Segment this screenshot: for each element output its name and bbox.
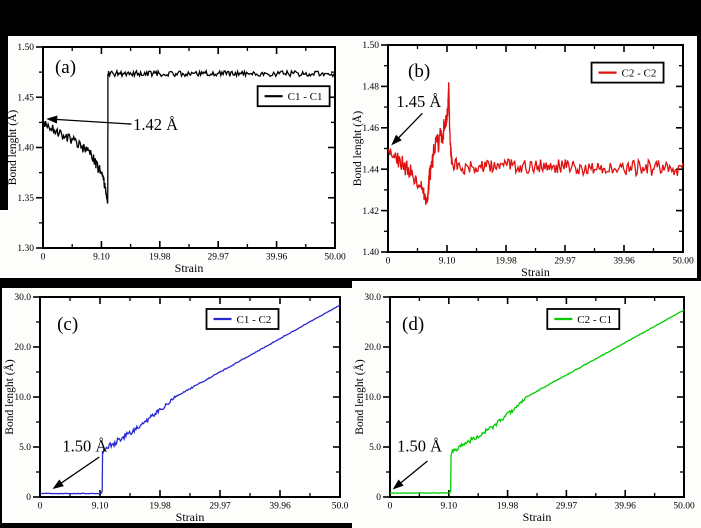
x-tick-label: 29.97	[208, 253, 230, 263]
legend-box	[256, 85, 331, 108]
y-tick-label: 1.48	[362, 83, 379, 93]
y-tick-label: 10.0	[14, 393, 31, 403]
x-tick-label: 19.98	[497, 502, 519, 512]
y-tick-label: 1.40	[362, 248, 379, 258]
x-tick-label: 29.97	[554, 257, 576, 267]
plot-frame	[389, 296, 685, 498]
x-tick-label: 39.96	[266, 253, 288, 263]
y-axis-label: Bond lenght (Å)	[8, 110, 19, 186]
x-tick-label: 39.96	[269, 502, 291, 512]
x-tick-label: 0	[38, 502, 43, 512]
legend-box	[546, 308, 621, 330]
y-tick-label: 20.0	[364, 343, 381, 353]
y-tick-label: 1.45	[17, 93, 34, 103]
legend-label: C1 - C1	[288, 91, 323, 103]
x-tick-label: 50.00	[672, 257, 694, 267]
y-tick-label: 5.0	[369, 443, 381, 453]
panel-d-chart: 0 9.10 19.98 29.97 39.96 50.00 0 5.0 10.0 20.0 30.…	[352, 293, 695, 524]
x-tick-label: 50.0	[332, 502, 349, 512]
y-tick-label: 0	[376, 493, 381, 503]
annotation-text: 1.45 Å	[396, 92, 441, 111]
y-tick-label: 10.0	[364, 393, 381, 403]
x-axis-label: Strain	[523, 510, 552, 524]
annotation-text: 1.50 Å	[62, 437, 107, 456]
y-tick-label: 30.0	[364, 293, 381, 303]
series-curve-C2-C1	[389, 309, 685, 494]
panel-c-chart: 0 9.10 19.98 29.97 39.96 50.0 0 5.0 10.0 20.0 30.0…	[2, 293, 349, 523]
panel-letter: (b)	[408, 61, 430, 82]
x-tick-label: 9.10	[93, 253, 110, 263]
x-tick-label: 50.00	[673, 502, 695, 512]
legend-label: C2 - C2	[622, 67, 657, 79]
y-tick-label: 1.46	[362, 124, 379, 134]
x-tick-label: 0	[41, 253, 46, 263]
page-white-top-left-sliver	[0, 210, 8, 278]
annotation-arrowhead	[52, 479, 64, 489]
y-tick-label: 1.44	[362, 165, 379, 175]
x-tick-label: 29.97	[556, 502, 578, 512]
x-tick-label: 9.10	[92, 502, 109, 512]
x-tick-label: 19.98	[495, 257, 517, 267]
series-curve-C1-C1	[42, 68, 336, 204]
x-axis-label: Strain	[176, 510, 205, 523]
y-tick-label: 1.50	[17, 43, 34, 53]
x-tick-label: 19.98	[149, 502, 171, 512]
legend-box	[205, 308, 280, 330]
x-tick-label: 19.98	[149, 253, 171, 263]
y-tick-label: 5.0	[19, 443, 31, 453]
series-curve-C2-C2	[387, 82, 684, 206]
x-tick-label: 39.96	[615, 502, 637, 512]
panel-letter: (c)	[57, 314, 78, 335]
legend-label: C2 - C1	[577, 314, 612, 326]
x-tick-label: 0	[386, 257, 391, 267]
legend-label: C1 - C2	[237, 314, 272, 326]
y-tick-label: 1.35	[17, 194, 34, 204]
y-tick-label: 20.0	[14, 343, 31, 353]
annotation-arrowhead	[46, 115, 58, 124]
x-tick-label: 50.00	[324, 253, 346, 263]
y-tick-label: 1.40	[17, 144, 34, 154]
annotation-arrow-line	[57, 456, 100, 486]
y-tick-label: 30.0	[14, 293, 31, 303]
annotation-arrow-line	[395, 112, 423, 141]
y-tick-label: 1.30	[17, 244, 34, 254]
y-axis-label: Bond lenght (Å)	[352, 111, 364, 187]
x-tick-label: 9.10	[440, 502, 457, 512]
x-axis-label: Strain	[521, 265, 550, 278]
x-tick-label: 39.96	[613, 257, 635, 267]
y-tick-label: 1.50	[362, 41, 379, 51]
x-tick-label: 9.10	[439, 257, 456, 267]
x-tick-label: 29.97	[209, 502, 231, 512]
annotation-arrow-line	[53, 118, 132, 125]
x-tick-label: 0	[388, 502, 393, 512]
annotation-text: 1.42 Å	[133, 115, 178, 134]
annotation-arrowhead	[392, 479, 404, 490]
panel-b-chart: 0 9.10 19.98 29.97 39.96 50.00 1.40 1.42 1.44 1.4…	[352, 41, 694, 278]
y-axis-label: Bond lenght (Å)	[352, 359, 366, 435]
x-axis-label: Strain	[175, 261, 204, 275]
panel-letter: (a)	[55, 57, 76, 78]
panel-a-chart: 0 9.10 19.98 29.97 39.96 50.00 1.30 1.35 1.40 1.4…	[8, 43, 346, 275]
annotation-arrowhead	[391, 134, 402, 146]
annotation-text: 1.50 Å	[397, 437, 442, 456]
y-tick-label: 0	[26, 493, 31, 503]
series-curve-C1-C2	[40, 304, 341, 495]
panel-letter: (d)	[402, 314, 424, 335]
y-tick-label: 1.42	[362, 207, 379, 217]
y-axis-label: Bond lenght (Å)	[2, 359, 16, 435]
legend-box	[590, 61, 665, 84]
annotation-arrow-line	[397, 460, 428, 486]
